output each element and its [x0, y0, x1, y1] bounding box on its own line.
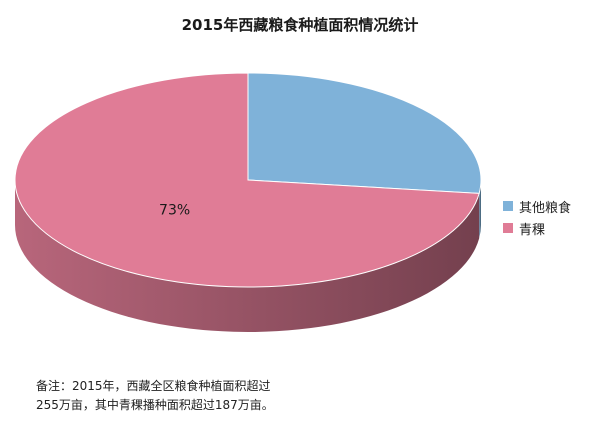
legend-swatch-qingke — [503, 223, 513, 233]
legend-item-other: 其他粮食 — [503, 195, 571, 217]
legend-swatch-other — [503, 201, 513, 211]
legend-item-qingke: 青稞 — [503, 217, 571, 239]
footnote: 备注：2015年，西藏全区粮食种植面积超过 255万亩，其中青稞播种面积超过18… — [36, 379, 274, 412]
pie-side-0 — [479, 180, 481, 239]
pie-slice-1 — [14, 72, 480, 288]
legend-label-other: 其他粮食 — [519, 200, 572, 216]
pie-slice-0 — [247, 72, 482, 194]
chart-title: 2015年西藏粮食种植面积情况统计 — [181, 16, 419, 34]
legend: 其他粮食 青稞 — [503, 195, 571, 239]
pie-side-1 — [15, 180, 480, 333]
data-label-1: 73% — [159, 203, 190, 219]
legend-label-qingke: 青稞 — [519, 222, 546, 238]
